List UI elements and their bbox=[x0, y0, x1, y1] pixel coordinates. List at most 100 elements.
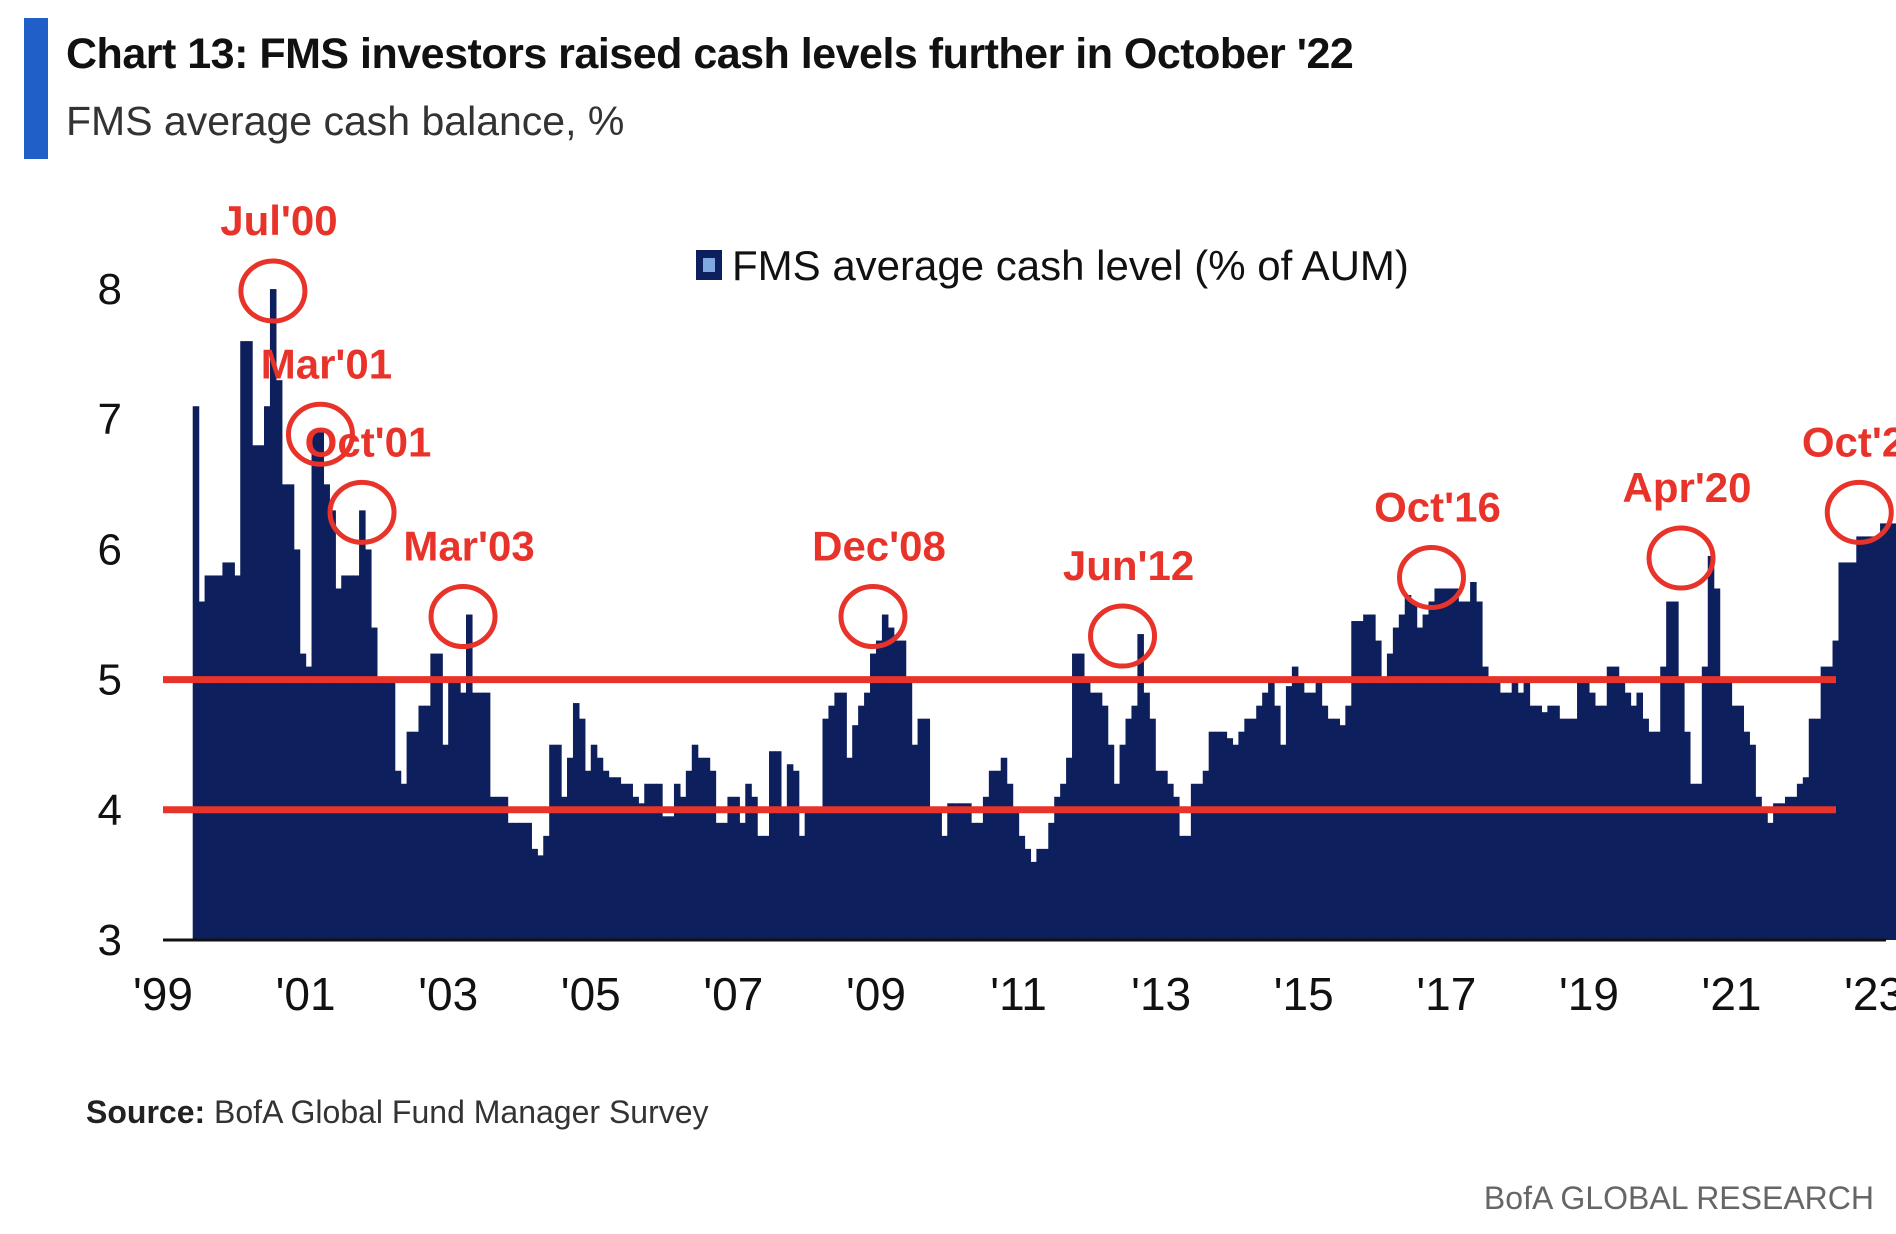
bar bbox=[810, 809, 818, 940]
bar bbox=[679, 796, 687, 940]
bar-chart: 3 4 5 6 7 8 '99 '01 '03 '05 '07 '09 '11 '13 '15 '17 '19… bbox=[98, 197, 1896, 1020]
annotation-circle bbox=[1088, 603, 1158, 669]
bar bbox=[1856, 536, 1863, 940]
bar bbox=[1600, 705, 1608, 940]
bar bbox=[1743, 731, 1750, 940]
legend-swatch-highlight bbox=[703, 258, 715, 272]
bar bbox=[971, 822, 978, 940]
bar bbox=[763, 835, 770, 940]
bar bbox=[911, 744, 919, 940]
bar bbox=[988, 770, 996, 940]
bar bbox=[531, 848, 538, 940]
bar bbox=[1689, 783, 1697, 940]
bar bbox=[893, 640, 901, 940]
annotation-circle bbox=[838, 584, 908, 650]
bar bbox=[786, 764, 794, 940]
accent-bar bbox=[24, 18, 48, 159]
bar bbox=[1779, 803, 1786, 940]
bar bbox=[1707, 555, 1715, 940]
bar bbox=[1363, 614, 1370, 940]
bar bbox=[1024, 848, 1032, 940]
bar bbox=[1820, 666, 1828, 940]
bar bbox=[507, 822, 515, 940]
bar bbox=[1309, 692, 1317, 940]
bar bbox=[976, 822, 984, 940]
bar bbox=[341, 575, 348, 940]
bar bbox=[477, 692, 485, 940]
bar bbox=[1891, 523, 1896, 940]
bar bbox=[525, 822, 532, 940]
bar bbox=[626, 783, 633, 940]
bar bbox=[727, 796, 734, 940]
annotation-label: Oct'22 bbox=[1802, 418, 1896, 465]
annotation-label: Mar'01 bbox=[261, 340, 392, 387]
bar bbox=[1006, 783, 1014, 940]
bar bbox=[1666, 601, 1673, 940]
x-tick-label: '03 bbox=[418, 968, 478, 1020]
bar bbox=[881, 614, 889, 940]
bar bbox=[317, 432, 325, 940]
bar bbox=[1392, 627, 1400, 940]
bar bbox=[264, 406, 271, 941]
y-tick-label: 4 bbox=[98, 786, 122, 835]
x-tick-label: '19 bbox=[1559, 968, 1619, 1020]
bar bbox=[917, 718, 925, 940]
annotation-label: Oct'01 bbox=[305, 418, 432, 465]
bar bbox=[1190, 783, 1198, 940]
bar bbox=[1357, 621, 1364, 940]
bar bbox=[1594, 705, 1602, 940]
bar bbox=[1749, 744, 1756, 940]
bar bbox=[1790, 796, 1798, 940]
bar bbox=[311, 432, 319, 940]
bar bbox=[370, 627, 378, 940]
bar bbox=[1018, 835, 1026, 940]
bar bbox=[858, 705, 865, 940]
bar bbox=[1452, 588, 1459, 940]
bar bbox=[1137, 634, 1144, 940]
bar bbox=[204, 575, 212, 940]
bar bbox=[1422, 614, 1430, 940]
bar bbox=[1886, 523, 1893, 940]
bar bbox=[216, 575, 224, 940]
bar bbox=[1499, 692, 1507, 940]
bar bbox=[638, 803, 645, 940]
bar bbox=[418, 705, 426, 940]
bar bbox=[1095, 692, 1103, 940]
bar bbox=[198, 601, 206, 940]
bar bbox=[1262, 692, 1269, 940]
bar bbox=[870, 653, 877, 940]
bar bbox=[1351, 621, 1358, 940]
bar bbox=[561, 796, 568, 940]
bar bbox=[590, 744, 598, 940]
x-tick-label: '17 bbox=[1416, 968, 1476, 1020]
bar bbox=[1291, 666, 1299, 940]
bar bbox=[543, 835, 550, 940]
bar bbox=[1773, 803, 1780, 940]
bar bbox=[1208, 731, 1216, 940]
bar bbox=[329, 510, 336, 940]
bar bbox=[353, 575, 360, 940]
bar bbox=[1874, 536, 1881, 940]
bar bbox=[887, 627, 895, 940]
bar bbox=[436, 653, 443, 940]
bar bbox=[596, 757, 604, 940]
annotation-label: Jul'00 bbox=[220, 197, 337, 244]
bar bbox=[471, 692, 479, 940]
bar bbox=[1000, 757, 1008, 940]
bar bbox=[1386, 653, 1394, 940]
bar bbox=[1369, 614, 1376, 940]
bar bbox=[1559, 718, 1566, 940]
bar bbox=[608, 777, 616, 940]
bar bbox=[1571, 718, 1578, 940]
bar bbox=[466, 614, 473, 940]
bar bbox=[1565, 718, 1572, 940]
bar bbox=[715, 822, 723, 940]
bar bbox=[1553, 705, 1560, 940]
annotation-circle bbox=[1646, 525, 1716, 591]
bar bbox=[1767, 822, 1774, 940]
bar bbox=[668, 816, 675, 940]
bar bbox=[1464, 601, 1471, 940]
bar bbox=[1107, 744, 1115, 940]
bar bbox=[1214, 731, 1222, 940]
bar bbox=[745, 783, 752, 940]
